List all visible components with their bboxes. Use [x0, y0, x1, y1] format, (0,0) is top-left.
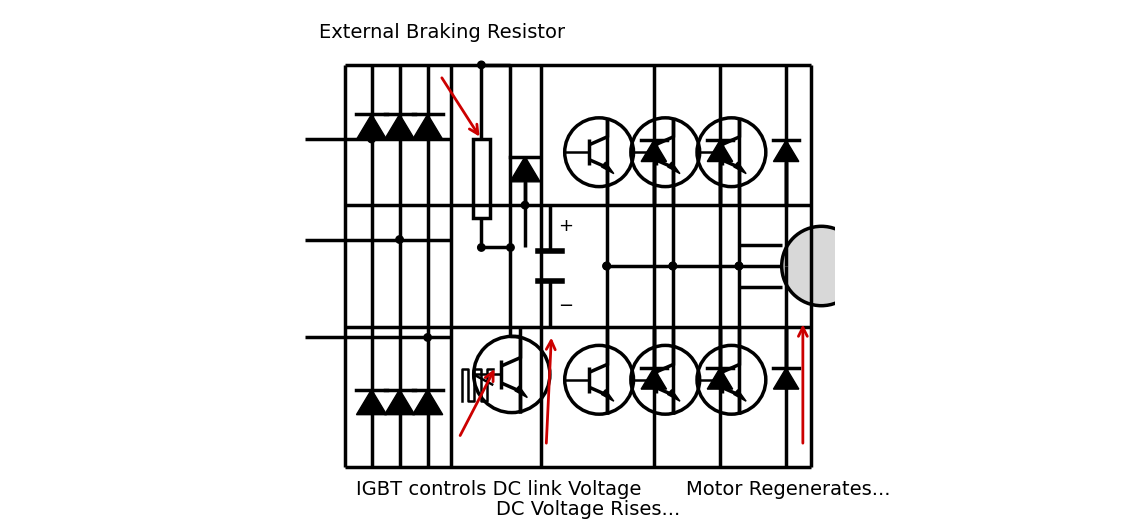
Circle shape [669, 262, 676, 270]
Polygon shape [668, 162, 679, 173]
Polygon shape [413, 114, 442, 139]
Polygon shape [413, 389, 442, 414]
Polygon shape [734, 390, 747, 401]
Polygon shape [773, 368, 799, 389]
Polygon shape [773, 140, 799, 162]
Polygon shape [510, 156, 540, 182]
Circle shape [669, 262, 676, 270]
Circle shape [603, 262, 610, 270]
Circle shape [782, 226, 861, 306]
Circle shape [424, 334, 431, 341]
Circle shape [603, 262, 610, 270]
Polygon shape [515, 386, 528, 397]
Text: External Braking Resistor: External Braking Resistor [318, 22, 564, 41]
Text: −: − [557, 297, 573, 315]
Polygon shape [384, 114, 415, 139]
Polygon shape [668, 390, 679, 401]
Text: IGBT controls DC link Voltage: IGBT controls DC link Voltage [356, 480, 641, 500]
Polygon shape [602, 390, 613, 401]
Polygon shape [734, 162, 747, 173]
Polygon shape [357, 114, 386, 139]
Circle shape [521, 202, 529, 209]
Polygon shape [707, 368, 733, 389]
Polygon shape [602, 162, 613, 173]
Circle shape [735, 262, 742, 270]
Text: +: + [557, 217, 572, 235]
Circle shape [478, 244, 484, 251]
Bar [473, 139, 489, 218]
Text: Motor Regenerates...: Motor Regenerates... [686, 480, 891, 500]
Circle shape [478, 61, 484, 69]
Polygon shape [641, 368, 667, 389]
Text: DC Voltage Rises...: DC Voltage Rises... [496, 500, 681, 519]
Circle shape [368, 135, 375, 143]
Circle shape [396, 236, 404, 243]
Polygon shape [384, 389, 415, 414]
Polygon shape [641, 140, 667, 162]
Circle shape [507, 244, 514, 251]
Polygon shape [707, 140, 733, 162]
Polygon shape [357, 389, 386, 414]
Circle shape [735, 262, 742, 270]
